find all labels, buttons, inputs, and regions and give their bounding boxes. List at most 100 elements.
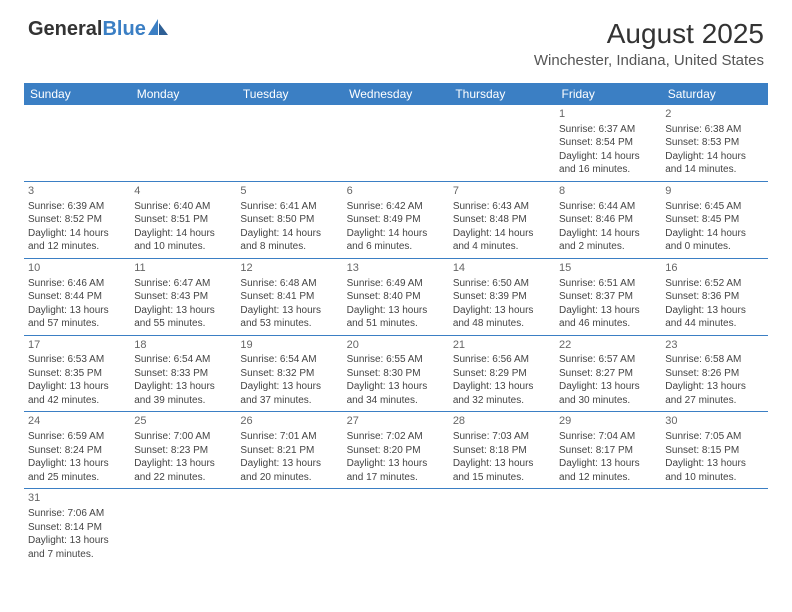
daylight-text: and 44 minutes. [665,317,763,331]
calendar-cell: 5Sunrise: 6:41 AMSunset: 8:50 PMDaylight… [236,181,342,258]
daylight-text: Daylight: 13 hours [347,380,445,394]
day-number: 31 [28,491,126,506]
daylight-text: Daylight: 13 hours [559,304,657,318]
calendar-cell: 14Sunrise: 6:50 AMSunset: 8:39 PMDayligh… [449,258,555,335]
daylight-text: Daylight: 14 hours [559,150,657,164]
weekday-header: Sunday [24,83,130,105]
daylight-text: Daylight: 13 hours [240,457,338,471]
day-number: 17 [28,338,126,353]
daylight-text: and 55 minutes. [134,317,232,331]
daylight-text: Daylight: 13 hours [240,380,338,394]
sunset-text: Sunset: 8:21 PM [240,444,338,458]
calendar-cell [236,489,342,565]
daylight-text: Daylight: 13 hours [134,380,232,394]
sunset-text: Sunset: 8:29 PM [453,367,551,381]
calendar-cell: 26Sunrise: 7:01 AMSunset: 8:21 PMDayligh… [236,412,342,489]
calendar-cell [661,489,767,565]
sunrise-text: Sunrise: 6:39 AM [28,200,126,214]
calendar-row: 3Sunrise: 6:39 AMSunset: 8:52 PMDaylight… [24,181,768,258]
sunset-text: Sunset: 8:14 PM [28,521,126,535]
daylight-text: Daylight: 13 hours [28,457,126,471]
calendar-cell: 25Sunrise: 7:00 AMSunset: 8:23 PMDayligh… [130,412,236,489]
calendar-cell: 17Sunrise: 6:53 AMSunset: 8:35 PMDayligh… [24,335,130,412]
sunset-text: Sunset: 8:35 PM [28,367,126,381]
sunrise-text: Sunrise: 7:06 AM [28,507,126,521]
calendar-cell: 2Sunrise: 6:38 AMSunset: 8:53 PMDaylight… [661,105,767,181]
sunset-text: Sunset: 8:37 PM [559,290,657,304]
sunrise-text: Sunrise: 6:50 AM [453,277,551,291]
logo-text-2: Blue [102,18,145,41]
daylight-text: and 12 minutes. [28,240,126,254]
calendar-cell: 1Sunrise: 6:37 AMSunset: 8:54 PMDaylight… [555,105,661,181]
sunset-text: Sunset: 8:43 PM [134,290,232,304]
sunrise-text: Sunrise: 6:47 AM [134,277,232,291]
month-title: August 2025 [534,18,764,50]
weekday-header: Friday [555,83,661,105]
sunrise-text: Sunrise: 6:48 AM [240,277,338,291]
daylight-text: and 39 minutes. [134,394,232,408]
daylight-text: and 34 minutes. [347,394,445,408]
calendar-row: 10Sunrise: 6:46 AMSunset: 8:44 PMDayligh… [24,258,768,335]
daylight-text: Daylight: 14 hours [453,227,551,241]
sunrise-text: Sunrise: 6:46 AM [28,277,126,291]
sunrise-text: Sunrise: 6:56 AM [453,353,551,367]
sunset-text: Sunset: 8:52 PM [28,213,126,227]
calendar-cell: 15Sunrise: 6:51 AMSunset: 8:37 PMDayligh… [555,258,661,335]
daylight-text: and 42 minutes. [28,394,126,408]
sunrise-text: Sunrise: 6:53 AM [28,353,126,367]
calendar-cell: 20Sunrise: 6:55 AMSunset: 8:30 PMDayligh… [343,335,449,412]
day-number: 13 [347,261,445,276]
calendar-row: 1Sunrise: 6:37 AMSunset: 8:54 PMDaylight… [24,105,768,181]
sunrise-text: Sunrise: 7:03 AM [453,430,551,444]
daylight-text: and 48 minutes. [453,317,551,331]
daylight-text: Daylight: 13 hours [134,457,232,471]
daylight-text: and 27 minutes. [665,394,763,408]
calendar-cell: 23Sunrise: 6:58 AMSunset: 8:26 PMDayligh… [661,335,767,412]
calendar-cell: 19Sunrise: 6:54 AMSunset: 8:32 PMDayligh… [236,335,342,412]
sunrise-text: Sunrise: 6:57 AM [559,353,657,367]
day-number: 9 [665,184,763,199]
sunrise-text: Sunrise: 6:52 AM [665,277,763,291]
daylight-text: Daylight: 13 hours [240,304,338,318]
calendar-cell: 27Sunrise: 7:02 AMSunset: 8:20 PMDayligh… [343,412,449,489]
header: GeneralBlue August 2025 Winchester, Indi… [0,0,792,77]
daylight-text: and 10 minutes. [665,471,763,485]
daylight-text: Daylight: 13 hours [453,380,551,394]
daylight-text: Daylight: 13 hours [28,534,126,548]
daylight-text: and 12 minutes. [559,471,657,485]
daylight-text: and 37 minutes. [240,394,338,408]
calendar-cell: 4Sunrise: 6:40 AMSunset: 8:51 PMDaylight… [130,181,236,258]
sunrise-text: Sunrise: 6:44 AM [559,200,657,214]
calendar-cell: 7Sunrise: 6:43 AMSunset: 8:48 PMDaylight… [449,181,555,258]
daylight-text: Daylight: 13 hours [453,457,551,471]
sunrise-text: Sunrise: 7:05 AM [665,430,763,444]
calendar-cell: 30Sunrise: 7:05 AMSunset: 8:15 PMDayligh… [661,412,767,489]
sunset-text: Sunset: 8:53 PM [665,136,763,150]
day-number: 11 [134,261,232,276]
location: Winchester, Indiana, United States [534,52,764,69]
sunrise-text: Sunrise: 6:54 AM [134,353,232,367]
sunset-text: Sunset: 8:23 PM [134,444,232,458]
calendar-cell: 12Sunrise: 6:48 AMSunset: 8:41 PMDayligh… [236,258,342,335]
day-number: 6 [347,184,445,199]
daylight-text: Daylight: 14 hours [559,227,657,241]
daylight-text: Daylight: 13 hours [559,457,657,471]
daylight-text: and 17 minutes. [347,471,445,485]
daylight-text: Daylight: 13 hours [347,457,445,471]
day-number: 27 [347,414,445,429]
weekday-header: Thursday [449,83,555,105]
calendar-cell: 28Sunrise: 7:03 AMSunset: 8:18 PMDayligh… [449,412,555,489]
calendar-cell: 8Sunrise: 6:44 AMSunset: 8:46 PMDaylight… [555,181,661,258]
sunset-text: Sunset: 8:33 PM [134,367,232,381]
weekday-header: Wednesday [343,83,449,105]
sunset-text: Sunset: 8:18 PM [453,444,551,458]
calendar-header: SundayMondayTuesdayWednesdayThursdayFrid… [24,83,768,105]
day-number: 5 [240,184,338,199]
sunset-text: Sunset: 8:45 PM [665,213,763,227]
calendar-cell [343,105,449,181]
sunrise-text: Sunrise: 6:49 AM [347,277,445,291]
daylight-text: and 2 minutes. [559,240,657,254]
sunrise-text: Sunrise: 6:38 AM [665,123,763,137]
day-number: 10 [28,261,126,276]
logo-text-1: General [28,18,102,41]
